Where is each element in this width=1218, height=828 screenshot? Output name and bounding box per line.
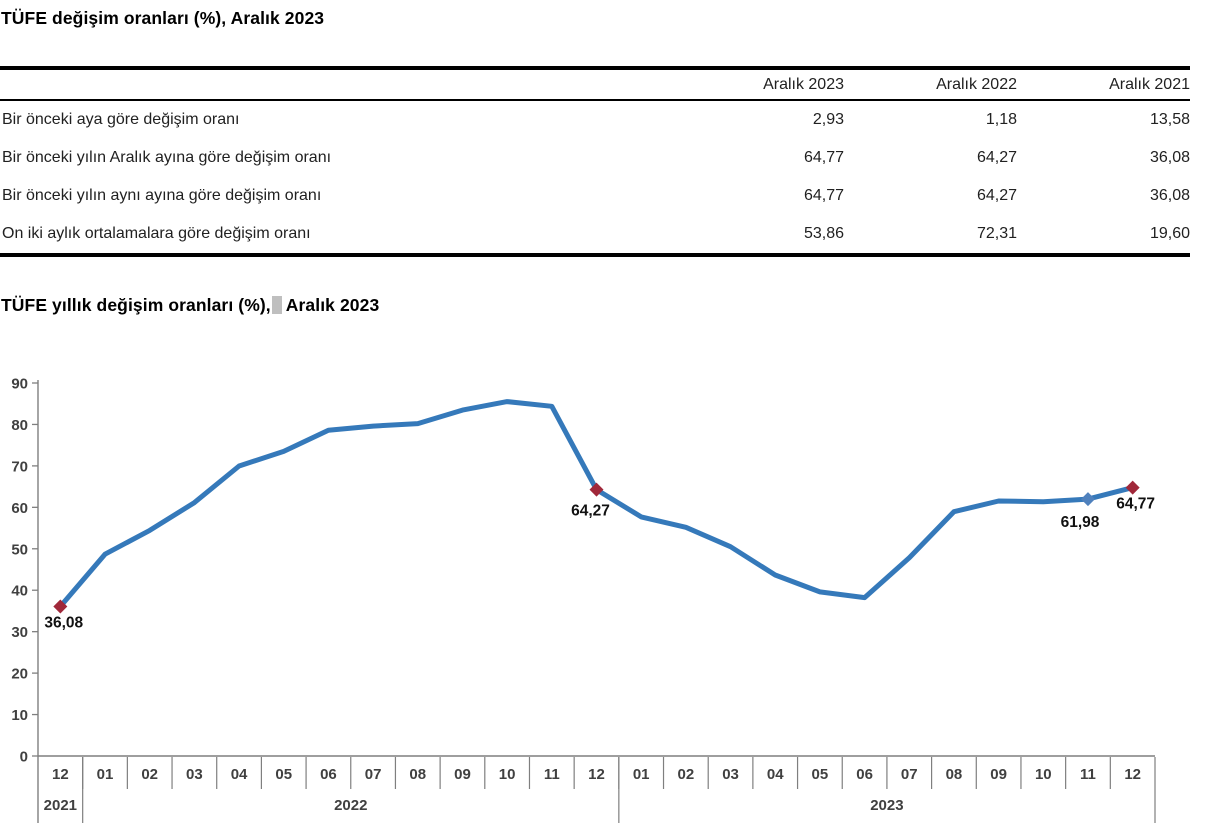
cpi-change-rates-table: Aralık 2023 Aralık 2022 Aralık 2021 Bir ön… <box>0 66 1190 257</box>
year-label: 2023 <box>870 797 903 814</box>
month-label: 02 <box>678 766 695 783</box>
data-point-marker <box>1125 480 1140 495</box>
table-body: Bir önceki aya göre değişim oranı 2,93 1,1… <box>0 100 1190 255</box>
month-label: 06 <box>856 766 873 783</box>
month-label: 11 <box>1080 766 1096 783</box>
data-point-marker <box>53 599 68 614</box>
table-row: On iki aylık ortalamalara göre değişim o… <box>0 215 1190 255</box>
month-label: 08 <box>409 766 426 783</box>
month-label: 10 <box>499 766 516 783</box>
y-tick-label: 0 <box>20 749 28 766</box>
chart-section-title: TÜFE yıllık değişim oranları (%), Aralık … <box>1 295 379 316</box>
year-label: 2022 <box>334 797 367 814</box>
month-label: 02 <box>141 766 158 783</box>
data-point-label: 61,98 <box>1061 514 1100 531</box>
table-value-cell: 64,27 <box>976 187 1017 204</box>
month-label: 03 <box>722 766 739 783</box>
y-tick-label: 90 <box>11 376 28 393</box>
table-header-row: Aralık 2023 Aralık 2022 Aralık 2021 <box>0 68 1190 101</box>
chart-title-suffix: Aralık 2023 <box>285 295 380 315</box>
table-value-cell: 64,77 <box>803 149 844 166</box>
table-value-cell: 2,93 <box>812 111 844 128</box>
month-label: 12 <box>588 766 605 783</box>
y-tick-label: 60 <box>11 500 28 517</box>
data-point-label: 64,27 <box>571 503 610 520</box>
data-point-marker <box>1080 492 1095 507</box>
data-point-label: 36,08 <box>44 614 83 631</box>
chart-title-prefix: TÜFE yıllık değişim oranları (%), <box>1 295 271 315</box>
table-value-cell: 64,77 <box>803 187 844 204</box>
month-label: 03 <box>186 766 203 783</box>
year-label: 2021 <box>44 797 77 814</box>
month-label: 08 <box>946 766 963 783</box>
table-value-cell: 53,86 <box>803 225 844 242</box>
row-label: On iki aylık ortalamalara göre değişim o… <box>2 225 311 242</box>
data-point-label: 64,77 <box>1116 496 1155 513</box>
month-label: 09 <box>990 766 1007 783</box>
table-value-cell: 13,58 <box>1149 111 1190 128</box>
table-row: Bir önceki yılın aynı ayına göre değişim… <box>0 177 1190 215</box>
month-label: 04 <box>231 766 248 783</box>
table-value-cell: 36,08 <box>1149 187 1190 204</box>
y-tick-label: 50 <box>11 541 28 558</box>
table-value-cell: 36,08 <box>1149 149 1190 166</box>
table-section-title: TÜFE değişim oranları (%), Aralık 2023 <box>1 8 325 28</box>
table-row: Bir önceki aya göre değişim oranı 2,93 1,1… <box>0 100 1190 139</box>
table-column-header: Aralık 2021 <box>1017 68 1190 101</box>
month-label: 01 <box>97 766 114 783</box>
month-label: 01 <box>633 766 650 783</box>
y-tick-label: 10 <box>11 707 28 724</box>
y-tick-label: 80 <box>11 417 28 434</box>
month-label: 06 <box>320 766 337 783</box>
month-label: 07 <box>365 766 382 783</box>
month-label: 12 <box>1124 766 1141 783</box>
table-value-cell: 72,31 <box>976 225 1017 242</box>
table-value-cell: 1,18 <box>985 111 1017 128</box>
table-corner-cell <box>0 68 671 101</box>
data-point-marker <box>589 482 604 497</box>
table-value-cell: 64,27 <box>976 149 1017 166</box>
month-label: 05 <box>275 766 292 783</box>
month-label: 05 <box>812 766 829 783</box>
table-column-header: Aralık 2023 <box>671 68 844 101</box>
text-selection-highlight <box>271 296 282 314</box>
table-value-cell: 19,60 <box>1149 225 1190 242</box>
month-label: 04 <box>767 766 784 783</box>
y-tick-label: 40 <box>11 583 28 600</box>
month-label: 07 <box>901 766 918 783</box>
y-tick-label: 30 <box>11 624 28 641</box>
row-label: Bir önceki aya göre değişim oranı <box>2 111 240 128</box>
y-tick-label: 70 <box>11 458 28 475</box>
month-label: 10 <box>1035 766 1052 783</box>
table-row: Bir önceki yılın Aralık ayına göre değiş… <box>0 139 1190 177</box>
row-label: Bir önceki yılın Aralık ayına göre değiş… <box>2 149 332 166</box>
row-label: Bir önceki yılın aynı ayına göre değişim… <box>2 187 322 204</box>
month-label: 11 <box>544 766 560 783</box>
table-header: Aralık 2023 Aralık 2022 Aralık 2021 <box>0 68 1190 101</box>
table-column-header: Aralık 2022 <box>844 68 1017 101</box>
y-tick-label: 20 <box>11 666 28 683</box>
month-label: 12 <box>52 766 69 783</box>
month-label: 09 <box>454 766 471 783</box>
